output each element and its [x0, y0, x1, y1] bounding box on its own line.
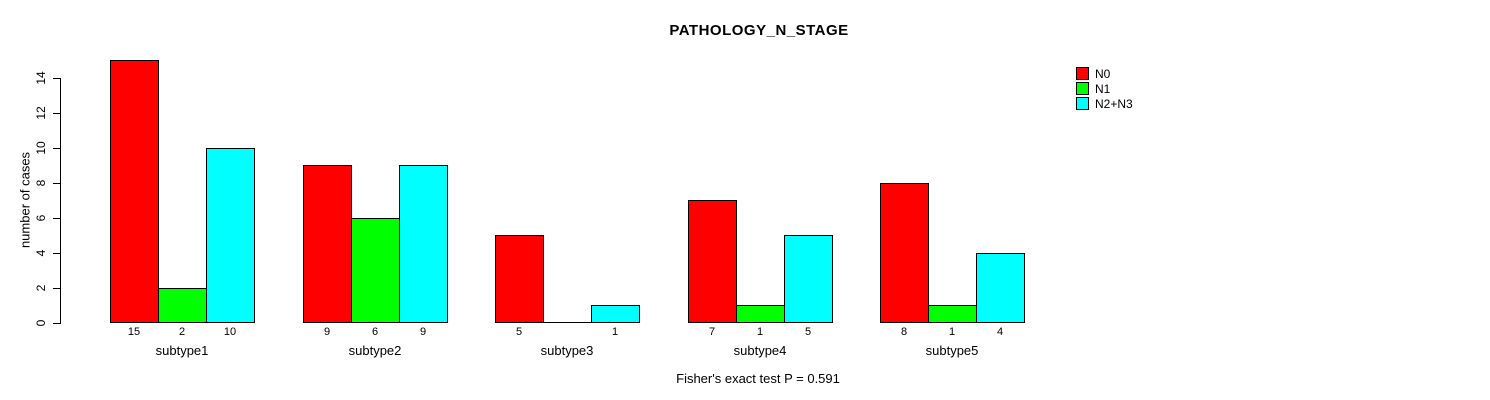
y-axis-tick: [53, 218, 60, 219]
category-label-subtype3: subtype3: [540, 343, 594, 358]
y-axis-tick: [53, 253, 60, 254]
bar-N2+N3-subtype4: [784, 235, 833, 323]
category-label-subtype2: subtype2: [348, 343, 402, 358]
bar-N2+N3-subtype5: [976, 253, 1025, 323]
y-axis-tick-label: 0: [34, 319, 48, 327]
bar-value-label: 1: [756, 326, 764, 338]
bar-N1-subtype4: [736, 305, 785, 323]
legend-label: N1: [1095, 81, 1111, 96]
y-axis-tick-label: 12: [34, 106, 48, 120]
bar-value-label: 9: [419, 326, 427, 338]
bar-value-label: 1: [948, 326, 956, 338]
y-axis-tick-label: 4: [34, 249, 48, 257]
y-axis-tick: [53, 148, 60, 149]
bar-value-label: 1: [611, 326, 619, 338]
bar-N2+N3-subtype2: [399, 165, 448, 323]
legend-row-N1: N1: [1076, 81, 1133, 96]
legend-swatch-icon: [1076, 82, 1089, 95]
y-axis-tick: [53, 78, 60, 79]
category-label-subtype1: subtype1: [155, 343, 209, 358]
category-label-subtype4: subtype4: [733, 343, 787, 358]
bar-N1-subtype3-zero: [543, 322, 592, 323]
bar-N2+N3-subtype3: [591, 305, 640, 323]
y-axis-line: [60, 78, 61, 324]
bar-N0-subtype4: [688, 200, 737, 323]
fisher-test-subtitle: Fisher's exact test P = 0.591: [676, 371, 840, 386]
y-axis-tick: [53, 288, 60, 289]
y-axis-tick-label: 14: [34, 71, 48, 85]
legend-label: N0: [1095, 66, 1111, 81]
bar-value-label: 7: [708, 326, 716, 338]
bar-N0-subtype5: [880, 183, 929, 323]
y-axis-label: number of cases: [17, 151, 33, 249]
bar-value-label: 5: [515, 326, 523, 338]
y-axis-tick-label: 10: [34, 141, 48, 155]
legend-row-N0: N0: [1076, 66, 1133, 81]
y-axis-tick: [53, 323, 60, 324]
chart-title: PATHOLOGY_N_STAGE: [669, 22, 849, 39]
bar-N2+N3-subtype1: [206, 148, 255, 323]
bar-value-label: 2: [178, 326, 186, 338]
legend-swatch-icon: [1076, 67, 1089, 80]
bar-value-label: 10: [223, 326, 237, 338]
y-axis-tick: [53, 113, 60, 114]
y-axis-tick-label: 2: [34, 284, 48, 292]
y-axis-tick: [53, 183, 60, 184]
legend-label: N2+N3: [1095, 96, 1133, 111]
bar-N0-subtype2: [303, 165, 352, 323]
bar-value-label: 4: [996, 326, 1004, 338]
bar-value-label: 8: [900, 326, 908, 338]
y-axis-tick-label: 8: [34, 179, 48, 187]
bar-N0-subtype3: [495, 235, 544, 323]
bar-value-label: 5: [804, 326, 812, 338]
y-axis-tick-label: 6: [34, 214, 48, 222]
legend-row-N2+N3: N2+N3: [1076, 96, 1133, 111]
legend-swatch-icon: [1076, 97, 1089, 110]
bar-value-label: 15: [127, 326, 141, 338]
category-label-subtype5: subtype5: [925, 343, 979, 358]
bar-value-label: 9: [323, 326, 331, 338]
legend: N0 N1 N2+N3: [1076, 66, 1133, 111]
bar-N1-subtype1: [158, 288, 207, 323]
bar-value-label: 6: [371, 326, 379, 338]
bar-N0-subtype1: [110, 60, 159, 323]
bar-N1-subtype5: [928, 305, 977, 323]
bar-N1-subtype2: [351, 218, 400, 323]
